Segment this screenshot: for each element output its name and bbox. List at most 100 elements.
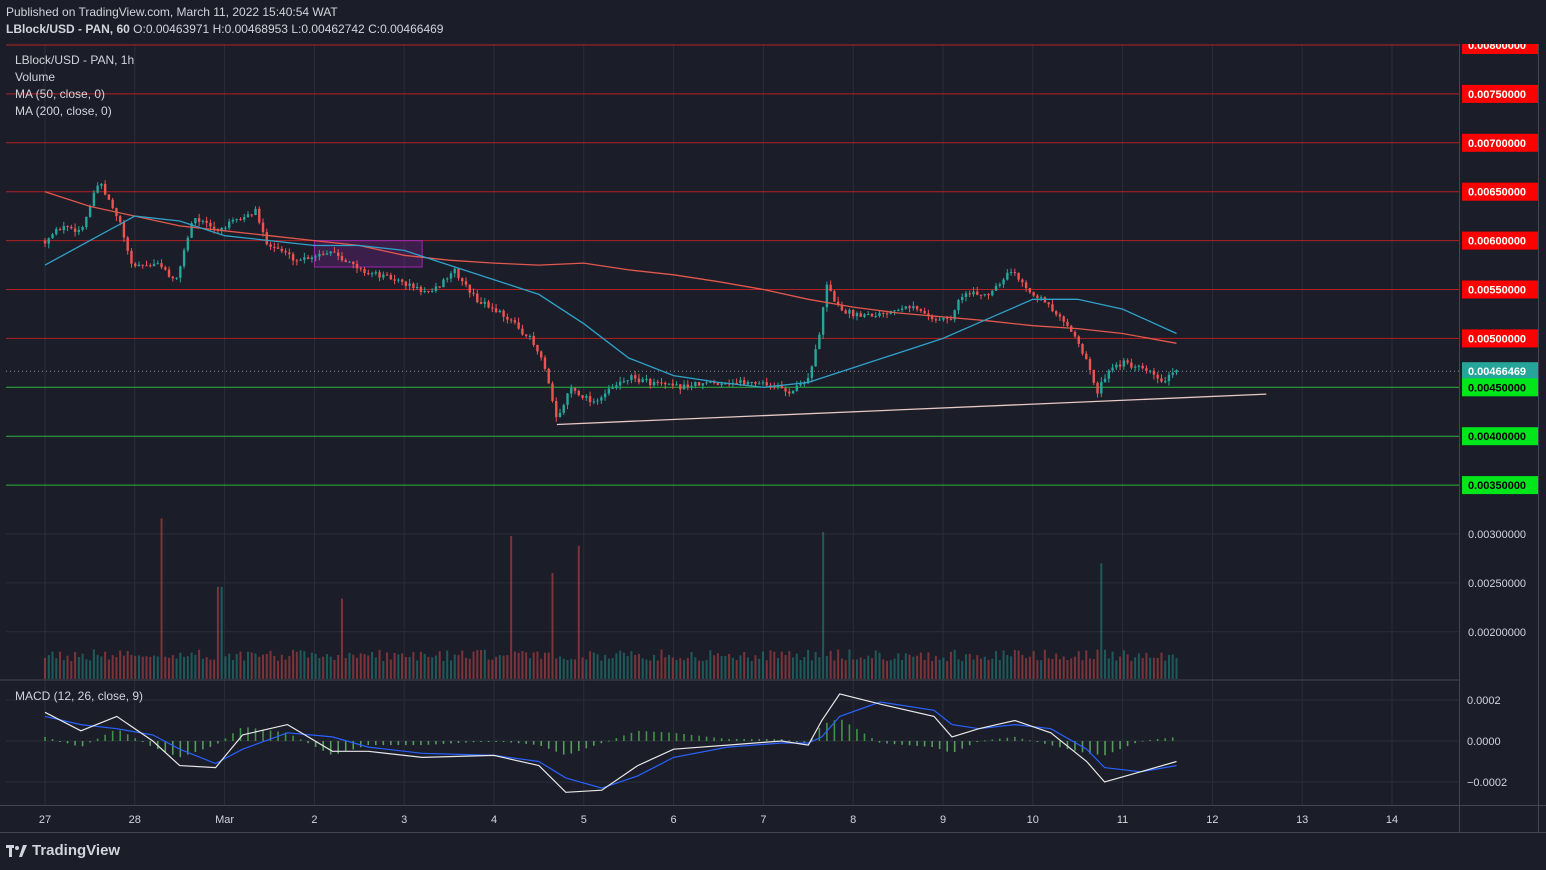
volume-bar <box>130 654 133 679</box>
macd-histogram-bar <box>510 741 512 743</box>
price-label-box <box>1462 280 1538 299</box>
candle-body <box>269 244 272 247</box>
volume-bar <box>807 649 810 679</box>
legend-ma200[interactable]: MA (200, close, 0) <box>15 104 112 118</box>
volume-bar <box>231 660 234 679</box>
candle-body <box>1118 364 1122 367</box>
candle-body <box>596 400 599 402</box>
volume-bar <box>931 660 934 679</box>
tradingview-logo-text: TradingView <box>32 842 121 859</box>
macd-histogram-bar <box>1021 738 1024 741</box>
candle-body <box>476 293 479 303</box>
volume-bar <box>825 656 828 679</box>
trendline[interactable] <box>556 393 1267 426</box>
macd-histogram-bar <box>638 730 640 741</box>
candle-body <box>81 227 84 230</box>
candle-body <box>47 238 50 244</box>
macd-histogram-bar <box>765 738 768 741</box>
macd-histogram-bar <box>923 741 926 747</box>
candle-body <box>239 219 242 221</box>
volume-bar <box>562 658 565 679</box>
volume-bar <box>637 653 640 679</box>
macd-histogram-bar <box>856 728 858 741</box>
candle-body <box>885 313 889 315</box>
candle-body <box>250 214 253 216</box>
candle-body <box>600 397 603 401</box>
candle-body <box>333 251 336 253</box>
candle-body <box>179 266 182 278</box>
candle-body <box>765 382 768 386</box>
volume-bar <box>581 657 584 679</box>
volume-bar <box>528 658 531 679</box>
macd-histogram-bar <box>893 741 896 745</box>
volume-bar <box>1167 654 1170 679</box>
volume-bar <box>1028 656 1031 679</box>
macd-histogram-bar <box>1096 741 1099 755</box>
volume-bar <box>96 654 99 679</box>
candle-body <box>539 351 543 358</box>
volume-bar <box>337 654 340 679</box>
volume-bar <box>1156 657 1159 679</box>
volume-bar <box>867 655 870 679</box>
candle-body <box>746 382 750 385</box>
macd-histogram-bar <box>1141 740 1144 742</box>
candle-body <box>1107 370 1111 379</box>
volume-bar <box>243 660 246 679</box>
legend-symbol[interactable]: LBlock/USD - PAN, 1h <box>15 53 135 67</box>
candle-body <box>1130 362 1133 368</box>
volume-bar <box>683 660 686 679</box>
volume-bar <box>461 650 464 679</box>
macd-histogram-bar <box>1171 737 1174 741</box>
candle-body <box>1081 343 1084 354</box>
macd-histogram-bar <box>991 739 994 741</box>
macd-histogram-bar <box>728 738 730 741</box>
legend-ma50[interactable]: MA (50, close, 0) <box>15 87 106 101</box>
volume-bar <box>889 660 892 679</box>
candle-body <box>70 226 73 229</box>
volume-bar <box>201 658 204 679</box>
macd-histogram-bar <box>796 741 798 742</box>
volume-bar <box>171 655 174 679</box>
volume-bar <box>942 657 945 679</box>
legend-macd[interactable]: MACD (12, 26, close, 9) <box>15 689 144 703</box>
candle-body <box>126 237 129 251</box>
volume-bar <box>949 651 952 679</box>
candle-body <box>1152 370 1156 375</box>
volume-bar <box>784 654 787 679</box>
macd-histogram-bar <box>141 741 144 743</box>
macd-histogram-bar <box>224 738 227 741</box>
candle-body <box>524 334 528 336</box>
candle-body <box>1070 325 1073 332</box>
candle-body <box>915 306 919 310</box>
macd-histogram-bar <box>329 741 332 755</box>
volume-bar <box>1043 649 1046 679</box>
macd-histogram-bar <box>194 741 197 753</box>
volume-bar <box>175 658 178 679</box>
candle-body <box>491 307 494 309</box>
volume-bar <box>679 658 682 679</box>
legend-volume[interactable]: Volume <box>15 70 56 84</box>
tradingview-logo[interactable]: TradingView <box>6 842 120 859</box>
macd-histogram-bar <box>427 741 430 745</box>
volume-bar <box>401 653 404 679</box>
volume-bar <box>1122 650 1125 679</box>
volume-bar <box>333 659 336 679</box>
volume-bar <box>427 656 430 679</box>
volume-bar <box>675 659 678 679</box>
symbol-line: LBlock/USD - PAN, 60 <box>6 22 130 36</box>
volume-bar <box>1164 660 1167 679</box>
candle-body <box>836 301 840 305</box>
candle-body <box>1111 367 1114 371</box>
volume-bar <box>295 651 298 679</box>
volume-bar <box>758 658 761 679</box>
macd-histogram-bar <box>953 741 956 753</box>
candle-body <box>961 296 964 300</box>
volume-bar <box>1092 658 1095 679</box>
volume-bar <box>1100 563 1103 679</box>
candle-body <box>968 293 971 295</box>
volume-bar <box>878 652 881 679</box>
open-value: O:0.00463971 <box>133 22 210 36</box>
candle-body <box>77 229 81 233</box>
candle-body <box>656 381 659 383</box>
